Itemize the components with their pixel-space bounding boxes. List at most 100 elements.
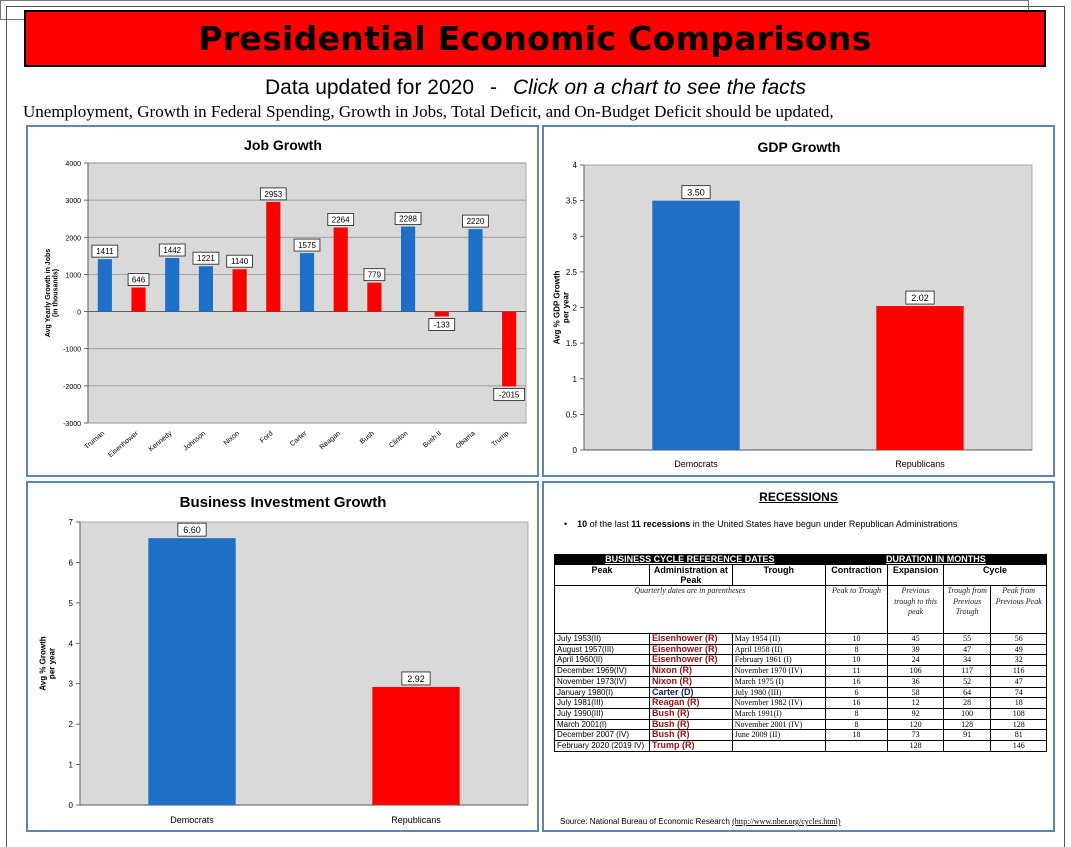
table-row: November 1973(IV) Nixon (R) March 1975 (I)… (554, 675, 1047, 688)
y-tick-label: -3000 (63, 421, 81, 428)
source-link[interactable]: (http://www.nber.org/cycles.html) (732, 817, 841, 826)
table-row: August 1957(III) Eisenhower (R) April 1958… (554, 643, 1047, 656)
cell-contraction: 16 (824, 697, 889, 709)
cell-contraction: 8 (824, 643, 889, 656)
bar-republicans (876, 306, 964, 450)
bullet-text-2: in the United States have begun under Re… (690, 519, 958, 529)
bullet-dot: • (564, 519, 568, 529)
cell-cycle-trough: 64 (942, 686, 992, 699)
cell-trough (731, 740, 826, 752)
cell-cycle-trough: 91 (942, 729, 992, 742)
data-label-box (293, 238, 321, 252)
cell-peak: July 1990(III) (554, 707, 650, 720)
cell-cycle-trough: 34 (942, 654, 992, 667)
bar-republicans (372, 686, 460, 805)
data-label: 2.92 (407, 674, 425, 684)
note-contraction: Peak to Trough (824, 585, 889, 634)
data-label-box (91, 244, 119, 258)
cell-trough: March 1991(I) (731, 707, 826, 720)
note-cycle-peak: Peak from Previous Peak (990, 585, 1047, 634)
note-cycle-trough: Trough from Previous Trough (942, 585, 992, 634)
cell-peak: November 1973(IV) (554, 675, 650, 688)
cell-peak: February 2020 (2019 IV) (554, 740, 650, 752)
cell-trough: February 1961 (I) (731, 654, 826, 667)
data-label: 2220 (467, 217, 485, 226)
note-expansion: Previous trough to this peak (887, 585, 944, 634)
table-row: February 2020 (2019 IV) Trump (R) 128 146 (554, 740, 1047, 752)
cell-cycle-trough: 128 (942, 718, 992, 731)
note-quarterly: Quarterly dates are in parentheses (554, 585, 826, 634)
cell-cycle-peak: 56 (990, 633, 1047, 645)
cell-cycle-peak: 32 (990, 654, 1047, 667)
y-tick-label: 4 (573, 161, 578, 170)
cell-cycle-trough: 55 (942, 633, 992, 645)
table-row: July 1981(III) Reagan (R) November 1982 (I… (554, 697, 1047, 709)
data-label: 1221 (197, 254, 215, 263)
y-tick-label: 4 (69, 639, 74, 648)
bar-democrats (148, 538, 236, 805)
y-tick-label: -1000 (63, 347, 81, 354)
cell-peak: July 1981(III) (554, 697, 650, 709)
data-label-box (401, 671, 431, 686)
y-tick-label: 2.5 (566, 268, 578, 277)
y-tick-label: 3.5 (566, 197, 578, 206)
cell-cycle-peak: 146 (990, 740, 1047, 752)
cell-trough: November 1982 (IV) (731, 697, 826, 709)
gdp-growth-svg: GDP Growth 0 0.5 1 1.5 2 2.5 3 3.5 4 3.50 Democrats… (553, 139, 1033, 469)
cell-trough: November 1970 (IV) (731, 665, 826, 677)
data-label-box (158, 243, 186, 257)
y-axis-label: Avg % Growthper year (39, 636, 57, 690)
cell-cycle-trough: 52 (942, 675, 992, 688)
cell-trough: April 1958 (II) (731, 643, 826, 656)
cell-cycle-peak: 18 (990, 697, 1047, 709)
data-label: 2288 (399, 215, 417, 224)
business-investment-chart[interactable]: Business Investment Growth 0 1 2 3 4 5 6 7 6.60 De… (26, 481, 539, 832)
y-tick-label: -2000 (63, 384, 81, 391)
data-label: 779 (368, 271, 382, 280)
y-tick-label: 1.5 (566, 339, 578, 348)
cell-trough: July 1980 (III) (731, 686, 826, 699)
cell-cycle-trough: 28 (942, 697, 992, 709)
data-label-box (192, 251, 220, 265)
cell-contraction: 8 (824, 718, 889, 731)
chart-title: GDP Growth (758, 139, 841, 155)
y-tick-label: 7 (69, 518, 74, 527)
cell-cycle-trough: 47 (942, 643, 992, 656)
y-tick-label: 0.5 (566, 410, 578, 419)
data-label-box (905, 290, 935, 305)
page-title: Presidential Economic Comparisons (198, 19, 872, 58)
data-label-box (681, 185, 711, 200)
table-row: April 1960(II) Eisenhower (R) February 196… (554, 654, 1047, 667)
title-banner: Presidential Economic Comparisons (24, 10, 1046, 67)
bar-reagan (333, 227, 348, 312)
y-axis-label: Avg Yearly Growth in Jobs(in thousands) (45, 249, 60, 337)
cell-trough: June 2009 (II) (731, 729, 826, 742)
data-label-box (226, 254, 253, 268)
data-label-box (428, 318, 456, 331)
gdp-growth-chart[interactable]: GDP Growth 0 0.5 1 1.5 2 2.5 3 3.5 4 3.50 Democrats… (542, 125, 1055, 477)
bar-trump (502, 311, 517, 387)
data-label: 2.02 (911, 293, 929, 303)
cell-peak: December 1969(IV) (554, 665, 650, 677)
cell-cycle-peak: 49 (990, 643, 1047, 656)
recessions-panel[interactable]: RECESSIONS • 10 of the last 11 recessions… (542, 481, 1055, 832)
cell-contraction: 10 (824, 633, 889, 645)
cell-contraction: 10 (824, 654, 889, 667)
recessions-title: RECESSIONS (759, 490, 838, 504)
cell-cycle-peak: 108 (990, 707, 1047, 720)
bar-eisenhower (131, 287, 146, 312)
cell-contraction (824, 740, 889, 752)
data-label: 3.50 (687, 188, 705, 198)
bar-carter (299, 253, 315, 312)
job-growth-chart[interactable]: Job Growth 4000 3000 2000 1000 0 -1000 -2000 -30… (26, 125, 539, 477)
cell-cycle-peak: 47 (990, 675, 1047, 688)
y-tick-label: 6 (69, 558, 74, 567)
y-tick-label: 4000 (65, 161, 81, 168)
y-tick-label: 1000 (65, 272, 81, 279)
recessions-table: BUSINESS CYCLE REFERENCE DATES DURATION … (554, 554, 1048, 752)
y-tick-label: 1 (69, 761, 74, 770)
data-label-box (127, 273, 150, 287)
col-administration: Administration at Peak (648, 564, 733, 586)
cell-peak: March 2001(I) (554, 718, 650, 731)
cell-peak: August 1957(III) (554, 643, 650, 656)
